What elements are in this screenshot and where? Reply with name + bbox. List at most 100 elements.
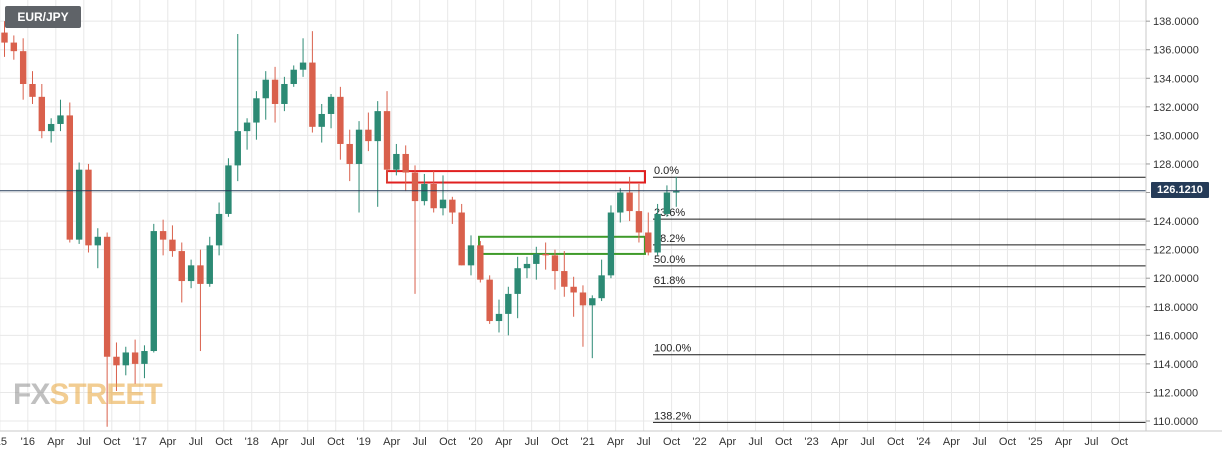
candle (579, 285, 587, 347)
candle-body (449, 199, 456, 213)
candle-body (169, 239, 176, 252)
candle-body (617, 192, 624, 213)
candle-body (495, 313, 503, 322)
candle (57, 99, 64, 132)
resistance-zone[interactable] (386, 170, 646, 184)
fibonacci-retracement[interactable]: 0.0%23.6%38.2%50.0%61.8%100.0%138.2% (653, 165, 1146, 423)
candle-body (663, 192, 671, 214)
candle-body (178, 251, 185, 282)
candle-body (327, 96, 335, 114)
candle (327, 93, 335, 129)
symbol-badge[interactable]: EUR/JPY (5, 6, 81, 28)
candle (281, 76, 288, 112)
candle-body (159, 231, 167, 240)
candle-body (1, 32, 8, 43)
x-tick-label: Oct (103, 436, 120, 448)
fib-level-label: 38.2% (654, 233, 685, 245)
candle (654, 203, 661, 256)
candle (85, 163, 92, 253)
candle (495, 299, 503, 333)
candle-body (318, 113, 325, 127)
candle-body (131, 352, 139, 364)
support-zone[interactable] (478, 235, 646, 255)
y-tick-label: 122.0000 (1153, 245, 1199, 257)
candle (337, 86, 344, 160)
candle-body (561, 271, 568, 287)
candle (598, 259, 605, 302)
candle (421, 173, 428, 206)
candle (66, 102, 74, 243)
fib-level-label: 0.0% (654, 165, 679, 177)
y-tick-label: 136.0000 (1153, 45, 1199, 57)
candle-body (262, 79, 269, 99)
x-tick-label: '19 (357, 436, 371, 448)
candle-body (421, 183, 428, 202)
candle-body (467, 245, 475, 266)
candle (645, 212, 652, 256)
x-tick-label: '25 (1028, 436, 1042, 448)
candle (635, 183, 643, 243)
candle (402, 145, 409, 192)
x-tick-label: Apr (1055, 436, 1072, 448)
x-tick-label: Oct (215, 436, 232, 448)
logo-fx: FX (13, 378, 50, 411)
candle (486, 275, 493, 324)
x-tick-label: Apr (271, 436, 288, 448)
candle (262, 71, 269, 120)
candle (178, 242, 185, 303)
candle (38, 83, 46, 139)
candle (113, 342, 120, 392)
candle-body (150, 231, 157, 352)
x-tick-label: '18 (245, 436, 259, 448)
x-tick-label: '22 (692, 436, 706, 448)
candle (309, 31, 316, 133)
y-tick-label: 128.0000 (1153, 159, 1199, 171)
candle-body (439, 199, 447, 209)
candle (29, 71, 36, 104)
candle (355, 121, 363, 213)
x-tick-label: Oct (775, 436, 792, 448)
candle (430, 171, 437, 213)
candle (19, 38, 27, 100)
candle-body (458, 212, 465, 266)
candle-body (589, 298, 596, 306)
candle-body (243, 122, 251, 132)
candle-body (197, 265, 204, 284)
candle (215, 202, 223, 256)
y-tick-label: 134.0000 (1153, 73, 1199, 85)
candle-body (19, 51, 27, 84)
candle-body (626, 192, 633, 212)
y-axis[interactable]: 110.0000 112.0000 114.0000 116.0000 118.0000… (1146, 16, 1199, 428)
candle (523, 256, 531, 279)
fib-level-label: 138.2% (654, 410, 692, 422)
candle-body (141, 351, 148, 364)
candle (206, 236, 213, 287)
x-tick-label: Oct (999, 436, 1016, 448)
x-axis[interactable]: '15 '16 Apr Jul Oct '17 Apr Jul Oct '18 Apr Jul Oct '… (0, 436, 1128, 448)
candle (150, 223, 157, 353)
candle-body (38, 96, 46, 132)
candle (477, 241, 484, 283)
fxstreet-logo: FXSTREET (13, 378, 163, 412)
candle-body (47, 123, 55, 132)
y-tick-label: 138.0000 (1153, 16, 1199, 28)
candle (103, 232, 111, 427)
x-tick-label: Oct (1111, 436, 1128, 448)
candle-body (374, 111, 381, 142)
x-tick-label: '16 (21, 436, 35, 448)
candle-body (579, 292, 587, 306)
y-tick-label: 112.0000 (1153, 387, 1198, 399)
x-tick-label: Jul (637, 436, 651, 448)
y-tick-label: 130.0000 (1153, 130, 1199, 142)
candle (607, 205, 615, 279)
candle-body (346, 143, 353, 164)
highlight-zones (386, 170, 646, 255)
candle-body (206, 245, 213, 284)
candle (570, 276, 577, 317)
candle-body (355, 129, 363, 164)
candle-body (66, 115, 74, 240)
candle-body (635, 211, 643, 233)
candle-body (383, 111, 391, 170)
candle (1, 21, 8, 57)
